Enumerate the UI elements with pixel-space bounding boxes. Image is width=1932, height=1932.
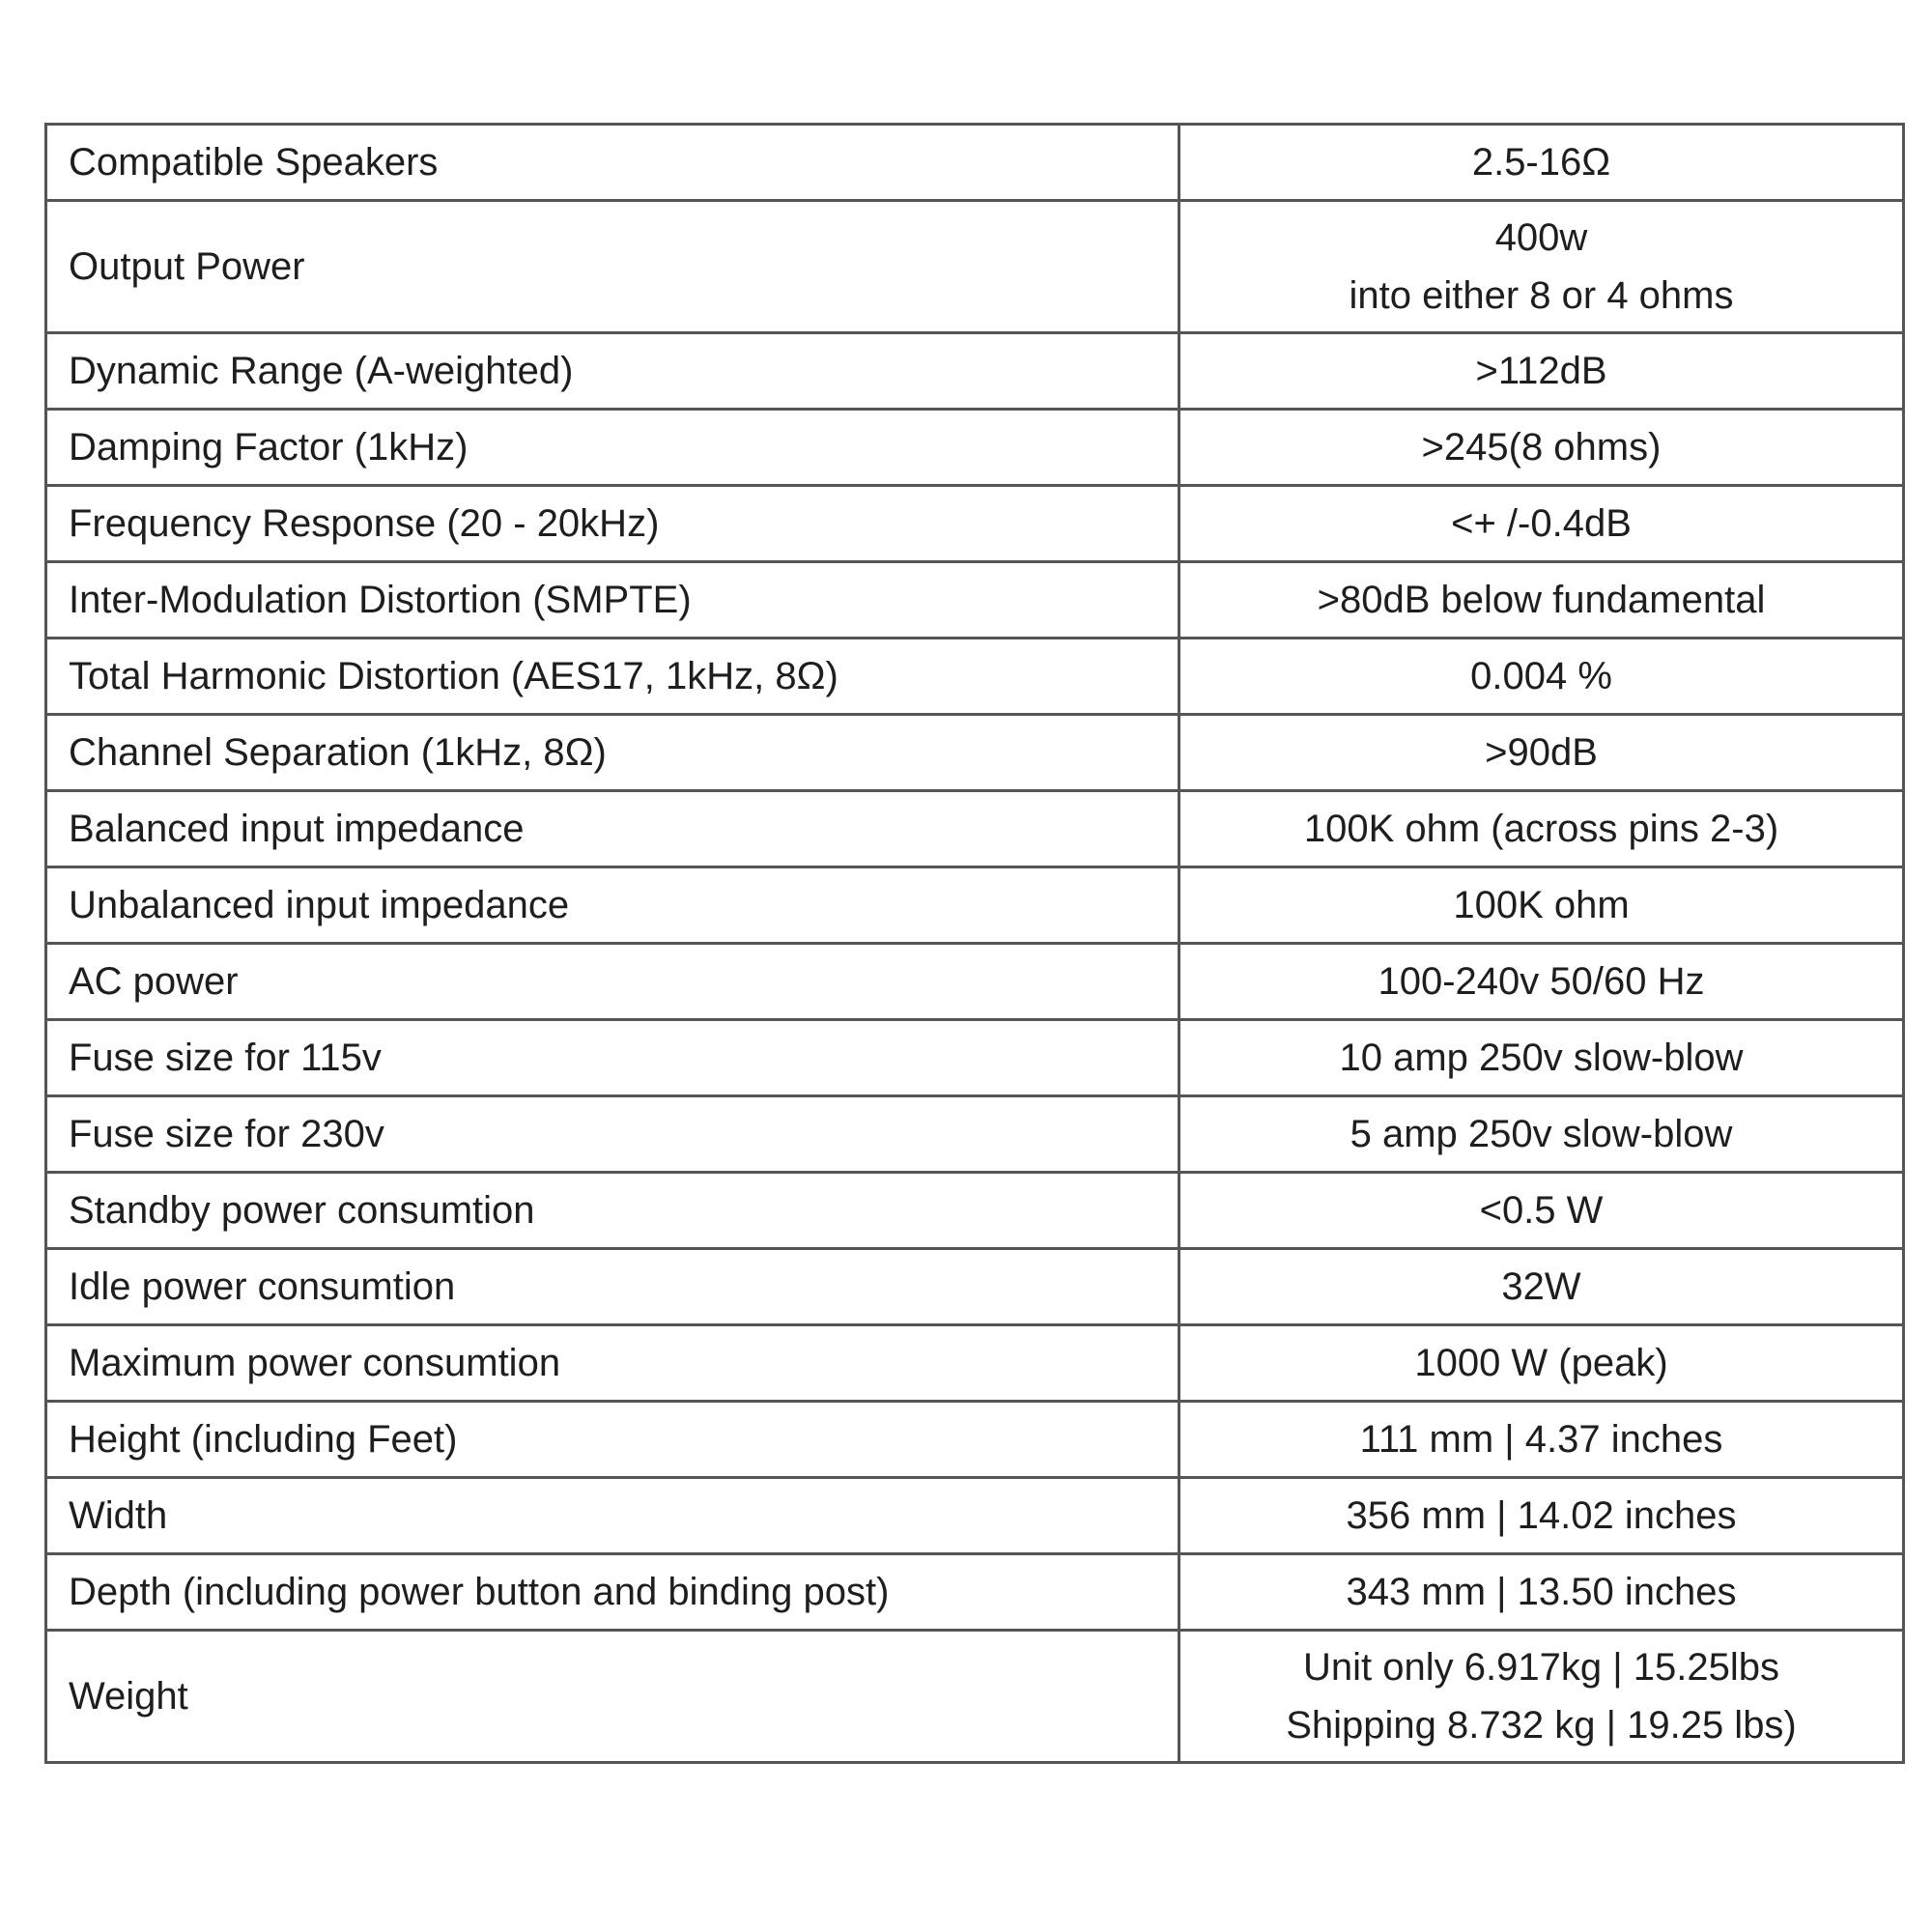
spec-value-line: >112dB [1475, 350, 1607, 392]
spec-label: Maximum power consumtion [44, 1323, 1180, 1403]
spec-label: Depth (including power button and bindin… [44, 1552, 1180, 1632]
spec-value-line: <+ /-0.4dB [1451, 502, 1632, 545]
spec-label: Channel Separation (1kHz, 8Ω) [44, 713, 1180, 792]
spec-value-line: 0.004 % [1470, 655, 1612, 697]
spec-value-line: 100K ohm (across pins 2-3) [1303, 808, 1779, 850]
spec-row: Maximum power consumtion 1000 W (peak) [44, 1323, 1905, 1403]
spec-row: Idle power consumtion 32W [44, 1247, 1905, 1326]
spec-row: Depth (including power button and bindin… [44, 1552, 1905, 1632]
spec-row: Width 356 mm | 14.02 inches [44, 1476, 1905, 1555]
spec-label: Balanced input impedance [44, 789, 1180, 868]
spec-label: AC power [44, 942, 1180, 1021]
spec-value-line: 10 amp 250v slow-blow [1339, 1037, 1744, 1079]
spec-value: 343 mm | 13.50 inches [1178, 1552, 1905, 1632]
spec-value-line: 5 amp 250v slow-blow [1350, 1113, 1733, 1155]
spec-row: Fuse size for 115v 10 amp 250v slow-blow [44, 1018, 1905, 1097]
spec-row: Height (including Feet) 111 mm | 4.37 inc… [44, 1400, 1905, 1479]
spec-value: <0.5 W [1178, 1171, 1905, 1250]
spec-row: Total Harmonic Distortion (AES17, 1kHz, … [44, 637, 1905, 716]
spec-label: Frequency Response (20 - 20kHz) [44, 484, 1180, 563]
spec-table-body: Compatible Speakers 2.5-16Ω Output Power 40… [44, 123, 1905, 1764]
spec-value: 100-240v 50/60 Hz [1178, 942, 1905, 1021]
spec-row: Standby power consumtion <0.5 W [44, 1171, 1905, 1250]
spec-label: Output Power [44, 199, 1180, 334]
spec-row: Damping Factor (1kHz) >245(8 ohms) [44, 408, 1905, 487]
spec-label: Compatible Speakers [44, 123, 1180, 202]
spec-row: Unbalanced input impedance 100K ohm [44, 866, 1905, 945]
spec-value: 2.5-16Ω [1178, 123, 1905, 202]
spec-value-line: 100K ohm [1453, 884, 1630, 926]
spec-label: Fuse size for 230v [44, 1094, 1180, 1174]
spec-value: <+ /-0.4dB [1178, 484, 1905, 563]
spec-label: Width [44, 1476, 1180, 1555]
spec-row: Output Power 400w into either 8 or 4 ohms [44, 199, 1905, 334]
spec-value-line: >245(8 ohms) [1421, 426, 1662, 469]
spec-value: >245(8 ohms) [1178, 408, 1905, 487]
spec-value-line: 400w [1494, 216, 1588, 259]
spec-label: Fuse size for 115v [44, 1018, 1180, 1097]
spec-value: 1000 W (peak) [1178, 1323, 1905, 1403]
spec-label: Standby power consumtion [44, 1171, 1180, 1250]
spec-value: 111 mm | 4.37 inches [1178, 1400, 1905, 1479]
spec-value-line: Unit only 6.917kg | 15.25lbs [1303, 1646, 1779, 1689]
spec-label: Total Harmonic Distortion (AES17, 1kHz, … [44, 637, 1180, 716]
spec-label: Dynamic Range (A-weighted) [44, 331, 1180, 411]
spec-value-line: 1000 W (peak) [1414, 1342, 1668, 1384]
spec-value: 10 amp 250v slow-blow [1178, 1018, 1905, 1097]
spec-row: Channel Separation (1kHz, 8Ω) >90dB [44, 713, 1905, 792]
spec-value: 400w into either 8 or 4 ohms [1178, 199, 1905, 334]
spec-label: Weight [44, 1629, 1180, 1764]
spec-value-line: into either 8 or 4 ohms [1349, 274, 1734, 317]
spec-value-line: 32W [1501, 1265, 1581, 1308]
spec-value: >80dB below fundamental [1178, 560, 1905, 639]
spec-label: Inter-Modulation Distortion (SMPTE) [44, 560, 1180, 639]
spec-row: AC power 100-240v 50/60 Hz [44, 942, 1905, 1021]
spec-value-line: 356 mm | 14.02 inches [1346, 1494, 1737, 1537]
spec-value: 356 mm | 14.02 inches [1178, 1476, 1905, 1555]
spec-value-line: >80dB below fundamental [1317, 579, 1766, 621]
spec-value-line: 100-240v 50/60 Hz [1378, 960, 1705, 1003]
spec-row: Dynamic Range (A-weighted) >112dB [44, 331, 1905, 411]
spec-label: Unbalanced input impedance [44, 866, 1180, 945]
spec-value: 0.004 % [1178, 637, 1905, 716]
spec-value-line: <0.5 W [1479, 1189, 1604, 1232]
spec-value-line: Shipping 8.732 kg | 19.25 lbs) [1286, 1704, 1797, 1747]
spec-value-line: 111 mm | 4.37 inches [1359, 1418, 1723, 1461]
spec-label: Idle power consumtion [44, 1247, 1180, 1326]
spec-row: Inter-Modulation Distortion (SMPTE) >80dB… [44, 560, 1905, 639]
spec-row: Frequency Response (20 - 20kHz) <+ /-0.4d… [44, 484, 1905, 563]
spec-value: 100K ohm [1178, 866, 1905, 945]
spec-value: 32W [1178, 1247, 1905, 1326]
spec-label: Damping Factor (1kHz) [44, 408, 1180, 487]
spec-label: Height (including Feet) [44, 1400, 1180, 1479]
spec-row: Fuse size for 230v 5 amp 250v slow-blow [44, 1094, 1905, 1174]
spec-value: 100K ohm (across pins 2-3) [1178, 789, 1905, 868]
spec-row: Weight Unit only 6.917kg | 15.25lbs Shippi… [44, 1629, 1905, 1764]
spec-value: 5 amp 250v slow-blow [1178, 1094, 1905, 1174]
spec-value-line: 2.5-16Ω [1471, 141, 1611, 184]
spec-value-line: 343 mm | 13.50 inches [1346, 1571, 1737, 1613]
spec-value: Unit only 6.917kg | 15.25lbs Shipping 8.7… [1178, 1629, 1905, 1764]
spec-value: >90dB [1178, 713, 1905, 792]
spec-row: Balanced input impedance 100K ohm (across… [44, 789, 1905, 868]
spec-table: Compatible Speakers 2.5-16Ω Output Power 40… [44, 123, 1905, 1764]
spec-value-line: >90dB [1485, 731, 1598, 774]
spec-row: Compatible Speakers 2.5-16Ω [44, 123, 1905, 202]
spec-value: >112dB [1178, 331, 1905, 411]
